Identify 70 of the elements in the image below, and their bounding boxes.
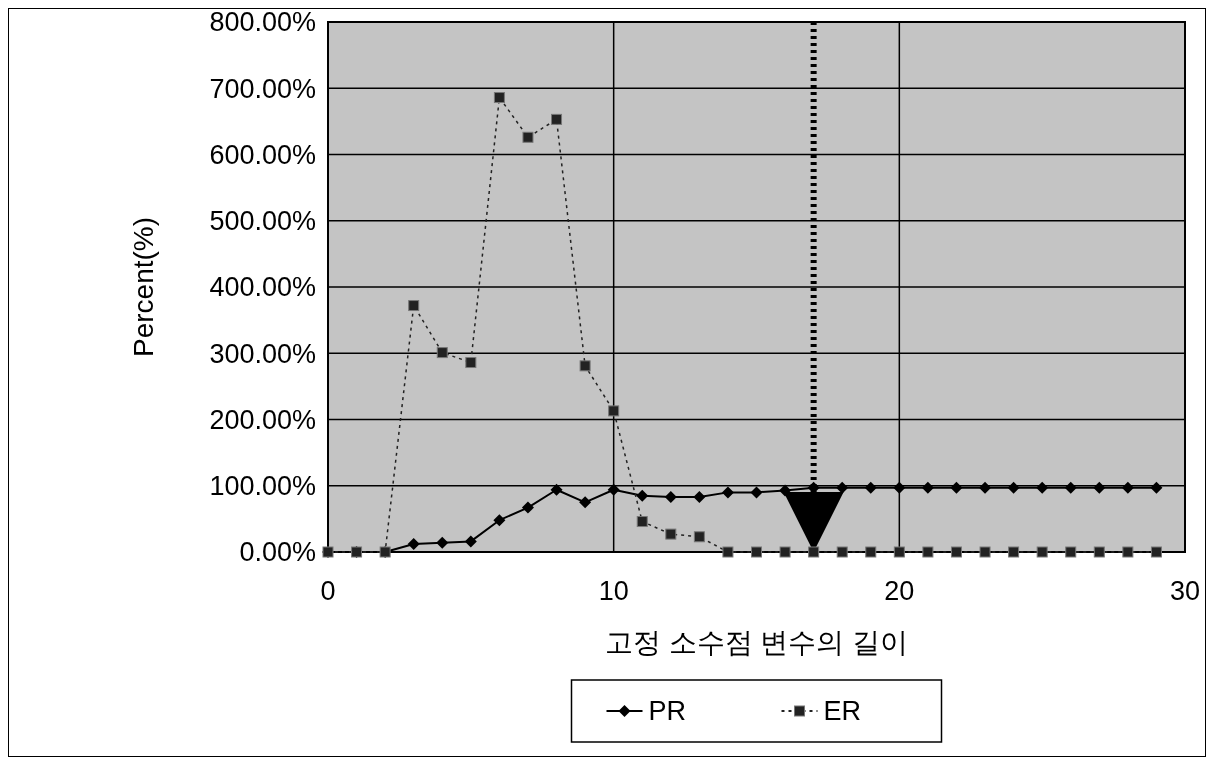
y-tick-label: 500.00% (209, 206, 316, 237)
y-tick-label: 300.00% (209, 338, 316, 369)
point (693, 531, 705, 543)
point (1150, 481, 1163, 494)
x-tick-label: 10 (598, 576, 629, 606)
y-axis-title: Percent(%) (128, 216, 159, 358)
point (1121, 481, 1134, 494)
point (1007, 481, 1020, 494)
legend-label: ER (823, 696, 862, 727)
y-tick-label: 400.00% (209, 272, 316, 303)
point (436, 347, 448, 359)
point (579, 496, 592, 509)
point (550, 483, 563, 496)
point (779, 484, 792, 497)
x-tick-label: 0 (320, 576, 336, 606)
point (950, 481, 963, 494)
y-tick-label: 100.00% (209, 471, 316, 502)
point (1093, 546, 1105, 558)
point (636, 516, 648, 528)
point (664, 491, 677, 504)
point (1008, 546, 1020, 558)
point (1036, 481, 1049, 494)
point (493, 92, 505, 104)
point (808, 546, 820, 558)
point (521, 501, 534, 514)
point (721, 486, 734, 499)
point (1065, 546, 1077, 558)
point (464, 535, 477, 548)
point (722, 546, 734, 558)
point (665, 528, 677, 540)
point (551, 113, 563, 125)
legend-label: PR (648, 696, 687, 727)
point (893, 481, 906, 494)
point (1093, 481, 1106, 494)
point (750, 486, 763, 499)
y-tick-label: 0.00% (239, 537, 316, 568)
point (1064, 481, 1077, 494)
point (921, 481, 934, 494)
point (779, 546, 791, 558)
point (522, 131, 534, 143)
point (922, 546, 934, 558)
point (893, 546, 905, 558)
point (408, 300, 420, 312)
point (1036, 546, 1048, 558)
point (436, 536, 449, 549)
x-tick-label: 20 (884, 576, 915, 606)
point (493, 514, 506, 527)
point (979, 481, 992, 494)
x-axis-title: 고정 소수점 변수의 길이 (604, 627, 909, 658)
point (607, 483, 620, 496)
point (465, 357, 477, 369)
y-tick-label: 200.00% (209, 404, 316, 435)
point (636, 489, 649, 502)
point (865, 546, 877, 558)
point (579, 360, 591, 372)
point (407, 538, 420, 551)
y-tick-label: 800.00% (209, 7, 316, 38)
point (608, 405, 620, 417)
point (979, 546, 991, 558)
point (1150, 546, 1162, 558)
point (1122, 546, 1134, 558)
x-tick-label: 30 (1169, 576, 1201, 606)
point (693, 491, 706, 504)
y-tick-label: 700.00% (209, 73, 316, 104)
point (836, 546, 848, 558)
point (864, 481, 877, 494)
point (836, 481, 849, 494)
point (751, 546, 762, 558)
y-tick-label: 600.00% (209, 139, 316, 170)
point (950, 546, 962, 558)
